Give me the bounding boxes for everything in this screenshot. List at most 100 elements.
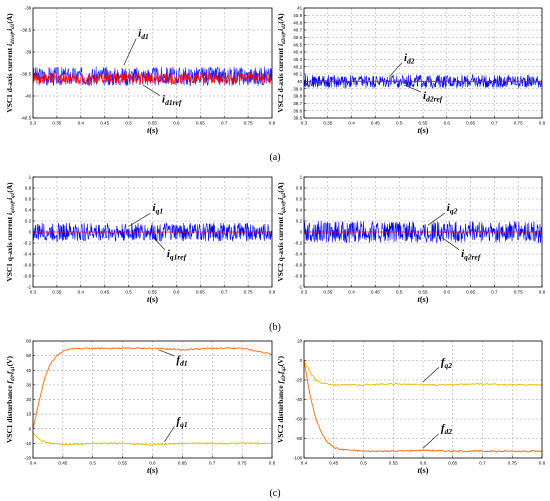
y-tick-label: 40 (26, 368, 32, 373)
y-tick-label: 0.2 (296, 219, 303, 224)
annotation-leader (123, 38, 137, 66)
x-tick-label: 0.65 (466, 290, 475, 295)
annotation-leader (441, 237, 460, 250)
plot-area (33, 8, 272, 118)
x-tick-label: 0.4 (30, 461, 37, 466)
x-tick-label: 0.6 (420, 461, 427, 466)
y-tick-label: -0.6 (23, 263, 31, 268)
y-tick-label: 0.2 (25, 219, 32, 224)
x-tick-label: 0.4 (301, 461, 308, 466)
x-tick-label: 0.55 (148, 121, 157, 126)
y-tick-label: 39.6 (293, 108, 302, 113)
y-tick-label: 40.7 (293, 28, 302, 33)
y-tick-label: 50 (26, 353, 32, 358)
x-tick-label: 0.5 (125, 121, 132, 126)
series-group (33, 66, 272, 87)
series-group (33, 222, 272, 243)
y-tick-label: -40 (25, 94, 32, 99)
y-tick-label: 41 (297, 6, 303, 11)
x-tick-label: 0.6 (173, 121, 180, 126)
chart-panel-c2: 0.4 0.45 0.5 0.55 0.6 0.65 0.7 0.75 0.8 -100 -80 -6… (276, 339, 546, 475)
x-tick-label: 0.6 (444, 290, 451, 295)
x-tick-label: 0.5 (396, 290, 403, 295)
y-tick-label: 39.7 (293, 101, 302, 106)
x-tick-label: 0.8 (539, 290, 546, 295)
annotation-leader (403, 84, 422, 93)
y-tick-label: 0.6 (296, 197, 303, 202)
y-tick-label: -20 (25, 456, 32, 461)
x-tick-label: 0.75 (514, 121, 523, 126)
x-tick-label: 0.55 (389, 461, 398, 466)
y-tick-label: 40.8 (293, 20, 302, 25)
y-tick-label: 40.2 (293, 64, 302, 69)
y-axis-label: VSC1 d-axis current id1ref,id1(A) (5, 13, 16, 113)
series-f_d2 (304, 360, 542, 453)
series-i_q1 (33, 222, 272, 243)
x-tick-label: 0.4 (78, 290, 85, 295)
chart-panel-b2: 0.3 0.35 0.4 0.45 0.5 0.55 0.6 0.65 0.7 0.75 0.8 -1… (276, 175, 546, 304)
y-tick-label: -60 (296, 417, 303, 422)
x-tick-label: 0.75 (244, 290, 253, 295)
x-tick-label: 0.55 (419, 290, 428, 295)
y-tick-label: 0.4 (296, 208, 303, 213)
x-tick-label: 0.7 (221, 290, 228, 295)
x-tick-label: 0.35 (323, 121, 332, 126)
y-tick-label: 40.5 (293, 42, 302, 47)
series-f_q2 (304, 359, 542, 387)
chart-panel-c1: 0.4 0.45 0.5 0.55 0.6 0.65 0.7 0.75 0.8 -20 -10 0 10… (5, 339, 276, 475)
y-tick-label: 40.9 (293, 13, 302, 18)
series-group (304, 220, 542, 243)
y-tick-label: 40.3 (293, 57, 302, 62)
x-tick-label: 0.3 (301, 121, 308, 126)
y-tick-label: 20 (26, 397, 32, 402)
y-tick-label: -0.4 (23, 252, 31, 257)
y-tick-label: 0.8 (296, 186, 303, 191)
annotation-leader (422, 433, 440, 449)
y-axis-label: VSC1 disturbance fd1,fq1(V) (5, 355, 16, 443)
x-tick-label: 0.75 (508, 461, 517, 466)
x-tick-label: 0.65 (448, 461, 457, 466)
y-tick-label: 0.6 (25, 197, 32, 202)
x-tick-label: 0.3 (30, 121, 37, 126)
y-tick-label: -1 (298, 285, 303, 290)
y-axis-label: VSC2 disturbance fd2,fq2(V) (276, 355, 287, 443)
x-tick-label: 0.8 (539, 461, 546, 466)
annotation-iq2: iq2 (447, 202, 458, 216)
y-axis-label: VSC2 d-axis current id2ref,id2(A) (276, 13, 287, 113)
y-tick-label: -0.8 (294, 274, 302, 279)
annotation-fd2: fd2 (441, 423, 452, 437)
x-tick-label: 0.45 (371, 121, 380, 126)
annotation-leader (152, 236, 166, 250)
x-tick-label: 0.5 (125, 290, 132, 295)
x-tick-label: 0.8 (539, 121, 546, 126)
x-tick-label: 0.3 (301, 290, 308, 295)
y-tick-label: 0 (29, 426, 32, 431)
y-tick-label: -38.5 (21, 28, 32, 33)
annotation-fq1: fq1 (176, 415, 187, 429)
x-tick-label: 0.45 (58, 461, 67, 466)
series-i_d1ref (33, 72, 272, 85)
x-tick-label: 0.45 (100, 121, 109, 126)
series-f_d1 (33, 347, 272, 430)
y-tick-label: -0.6 (294, 263, 302, 268)
x-tick-label: 0.35 (52, 290, 61, 295)
y-tick-label: -80 (296, 436, 303, 441)
plot-area (304, 8, 542, 118)
series-f_q1 (33, 432, 272, 446)
x-tick-label: 0.65 (196, 121, 205, 126)
x-tick-label: 0.4 (348, 121, 355, 126)
x-tick-label: 0.7 (479, 461, 486, 466)
annotation-leader (422, 367, 440, 383)
y-tick-label: 10 (26, 412, 32, 417)
series-group (304, 359, 542, 453)
series-i_q2 (304, 220, 542, 243)
x-tick-label: 0.5 (396, 121, 403, 126)
x-tick-label: 0.5 (360, 461, 367, 466)
annotation-id2: id2 (404, 52, 415, 66)
y-tick-label: -0.8 (23, 274, 31, 279)
x-tick-label: 0.75 (244, 121, 253, 126)
x-tick-label: 0.45 (329, 461, 338, 466)
annotation-iq1: iq1 (153, 202, 164, 216)
x-tick-label: 0.7 (491, 121, 498, 126)
x-tick-label: 0.4 (78, 121, 85, 126)
